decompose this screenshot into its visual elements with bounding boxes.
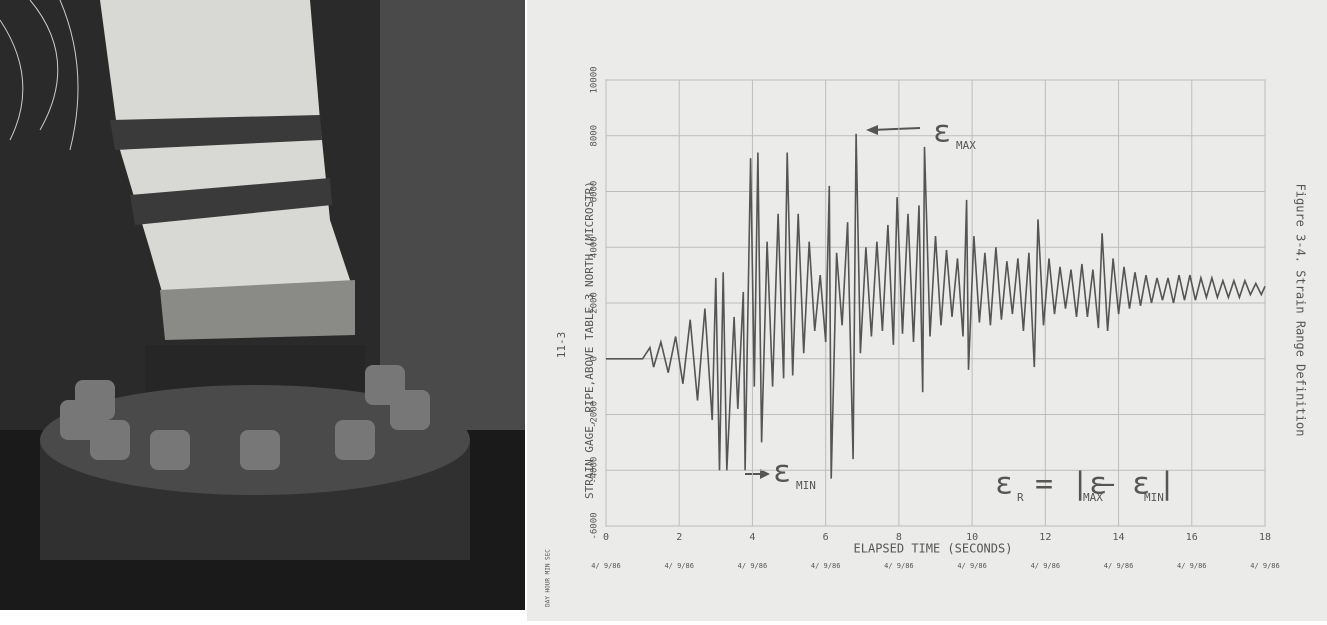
formula-subscript: R xyxy=(1017,491,1024,504)
timestamp: 4/ 9/86 xyxy=(957,562,987,570)
y-tick-label: -6000 xyxy=(590,512,600,539)
figure: -6000-4000-2000020004000600080001000004/… xyxy=(0,0,1327,621)
formula-part: – ε xyxy=(1096,467,1150,502)
timestamp-header: DAY HOUR MIN SEC xyxy=(545,549,552,607)
y-axis-label: STRAIN GAGE, PIPE,ABOVE TABLE 3 NORTH (M… xyxy=(583,181,596,499)
timestamp: 4/ 9/86 xyxy=(591,562,621,570)
annotation-subscript: MIN xyxy=(796,479,816,492)
caption: Figure 3-4. Strain Range Definition xyxy=(1294,184,1308,437)
x-axis-label: ELAPSED TIME (SECONDS) xyxy=(854,542,1013,556)
formula-part: | xyxy=(1158,467,1176,502)
annotation-symbol: ε xyxy=(773,455,791,490)
timestamp: 4/ 9/86 xyxy=(664,562,694,570)
timestamp: 4/ 9/86 xyxy=(1250,562,1280,570)
annotation-subscript: MAX xyxy=(956,139,976,152)
timestamp: 4/ 9/86 xyxy=(811,562,841,570)
x-tick-label: 6 xyxy=(823,532,829,543)
x-tick-label: 18 xyxy=(1259,532,1271,543)
side-label: 11-3 xyxy=(555,332,568,359)
timestamp: 4/ 9/86 xyxy=(738,562,768,570)
page: {"chart_data": { "type": "line", "y_labe… xyxy=(0,0,1327,621)
formula-part: ε xyxy=(995,467,1013,502)
annotation-symbol: ε xyxy=(933,115,951,150)
timestamp: 4/ 9/86 xyxy=(1104,562,1134,570)
x-tick-label: 14 xyxy=(1113,532,1125,543)
chart-paper xyxy=(527,0,1327,621)
x-tick-label: 16 xyxy=(1186,532,1198,543)
timestamp: 4/ 9/86 xyxy=(1031,562,1061,570)
x-tick-label: 12 xyxy=(1039,532,1051,543)
x-tick-label: 2 xyxy=(676,532,682,543)
photo xyxy=(0,0,525,610)
x-tick-label: 4 xyxy=(749,532,755,543)
timestamp: 4/ 9/86 xyxy=(1177,562,1207,570)
timestamp: 4/ 9/86 xyxy=(884,562,914,570)
y-tick-label: 10000 xyxy=(590,66,600,93)
y-tick-label: 8000 xyxy=(590,125,600,147)
x-tick-label: 0 xyxy=(603,532,609,543)
